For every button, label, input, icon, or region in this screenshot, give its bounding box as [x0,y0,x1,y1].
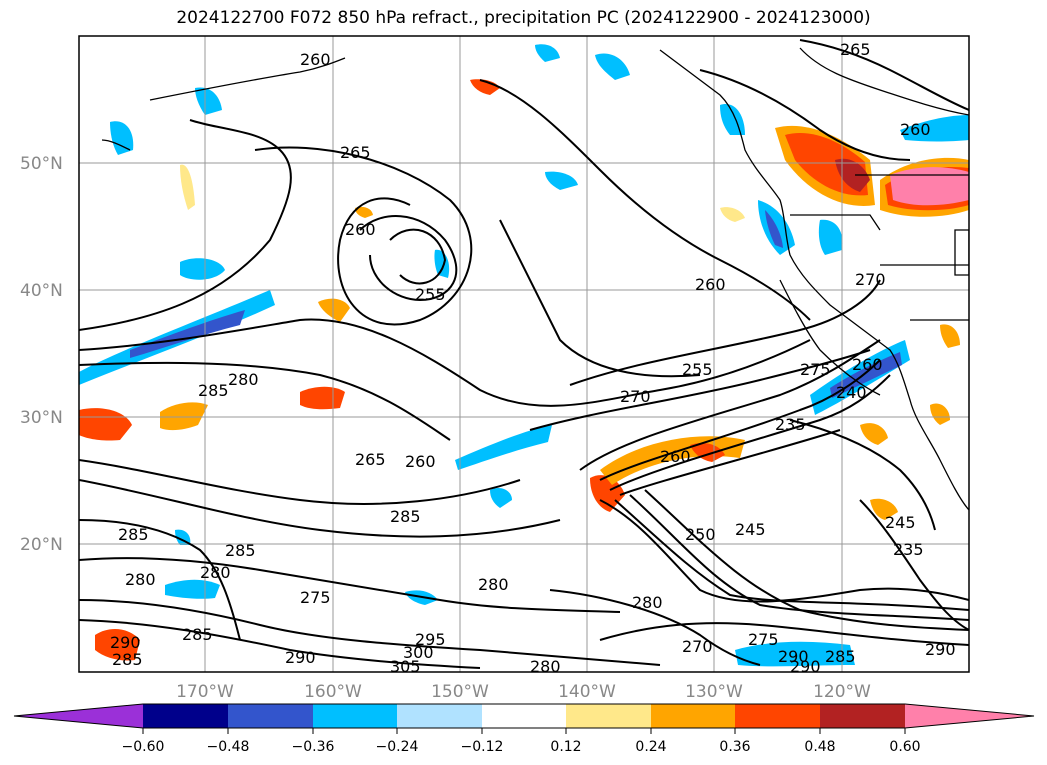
map-border [78,35,970,673]
colorbar-cell [143,704,228,728]
contour-label: 235 [775,415,806,434]
colorbar-tick-label: 0.36 [719,739,750,755]
contour-label: 280 [125,570,156,589]
precipitation-shading [79,44,969,667]
contour-label: 280 [200,563,231,582]
colorbar-cell [566,704,651,728]
contour-label: 285 [225,541,256,560]
contour-label: 290 [925,640,956,659]
contour-label: 260 [405,452,436,471]
contour-label: 255 [682,360,713,379]
contour-label: 265 [840,40,871,59]
lat-label: 20°N [20,535,63,555]
contour-label: 280 [478,575,509,594]
contour-label: 260 [660,447,691,466]
contour-label: 235 [893,540,924,559]
contour-label: 300 [403,643,434,662]
contour-label: 250 [685,525,716,544]
lat-label: 30°N [20,408,63,428]
contour-label: 245 [735,520,766,539]
colorbar-tick-label: 0.24 [635,739,666,755]
colorbar-cell [820,704,905,728]
contour-label: 275 [300,588,331,607]
colorbar-tick-label: −0.60 [122,739,165,755]
longitude-labels: 170°W 160°W 150°W 140°W 130°W 120°W [176,682,871,702]
contour-label: 280 [228,370,259,389]
contour-label: 270 [682,637,713,656]
colorbar-tick-label: −0.12 [461,739,504,755]
contour-label: 290 [285,648,316,667]
lon-label: 170°W [176,682,234,702]
lon-label: 150°W [431,682,489,702]
contour-label: 260 [852,355,883,374]
colorbar-tick-label: −0.36 [292,739,335,755]
contour-label: 265 [355,450,386,469]
colorbar-cell [735,704,820,728]
contour-label: 260 [300,50,331,69]
coastlines [101,47,969,511]
colorbar-cell [905,704,1034,728]
contour-label: 260 [345,220,376,239]
contour-label: 290 [110,633,141,652]
lat-label: 50°N [20,154,63,174]
contour-label: 285 [182,625,213,644]
colorbar-cell [313,704,397,728]
contour-label: 270 [620,387,651,406]
colorbar-tick-label: 0.48 [804,739,835,755]
colorbar-tick-label: −0.48 [207,739,250,755]
contour-label: 240 [836,383,867,402]
colorbar-cell [397,704,482,728]
contour-label: 260 [900,120,931,139]
map-grid [79,36,969,672]
map-title: 2024122700 F072 850 hPa refract., precip… [176,8,871,28]
contour-label: 275 [800,360,831,379]
latitude-labels: 50°N 40°N 30°N 20°N [20,154,63,555]
contour-label: 265 [340,143,371,162]
contour-label: 305 [390,657,421,676]
contour-label: 285 [198,381,229,400]
contour-label: 290 [778,647,809,666]
lon-label: 120°W [813,682,871,702]
contour-label: 295 [415,630,446,649]
lon-label: 160°W [304,682,362,702]
colorbar-tick-label: 0.12 [550,739,581,755]
colorbar-cell [482,704,566,728]
contour-label: 285 [112,650,143,669]
contour-label: 280 [632,593,663,612]
colorbar-tick-label: −0.24 [376,739,419,755]
contour-label: 245 [885,513,916,532]
contour-label: 255 [415,285,446,304]
contour-label: 280 [530,657,561,676]
colorbar-cell [14,704,143,728]
contour-label: 290 [790,657,821,676]
colorbar-tick-label: 0.60 [889,739,920,755]
colorbar: −0.60 −0.48 −0.36 −0.24 −0.12 0.12 0.24 … [13,703,1035,755]
colorbar-cell [228,704,313,728]
lon-label: 140°W [558,682,616,702]
lat-label: 40°N [20,281,63,301]
colorbar-cell [651,704,735,728]
lon-label: 130°W [685,682,743,702]
contour-label: 260 [695,275,726,294]
contour-label: 275 [748,630,779,649]
contour-labels: 260 265 265 260 260 255 260 255 270 275 … [110,40,956,676]
contour-label: 285 [118,525,149,544]
refractivity-contours [79,39,969,669]
contour-label: 285 [390,507,421,526]
contour-label: 285 [825,647,856,666]
contour-label: 270 [855,270,886,289]
